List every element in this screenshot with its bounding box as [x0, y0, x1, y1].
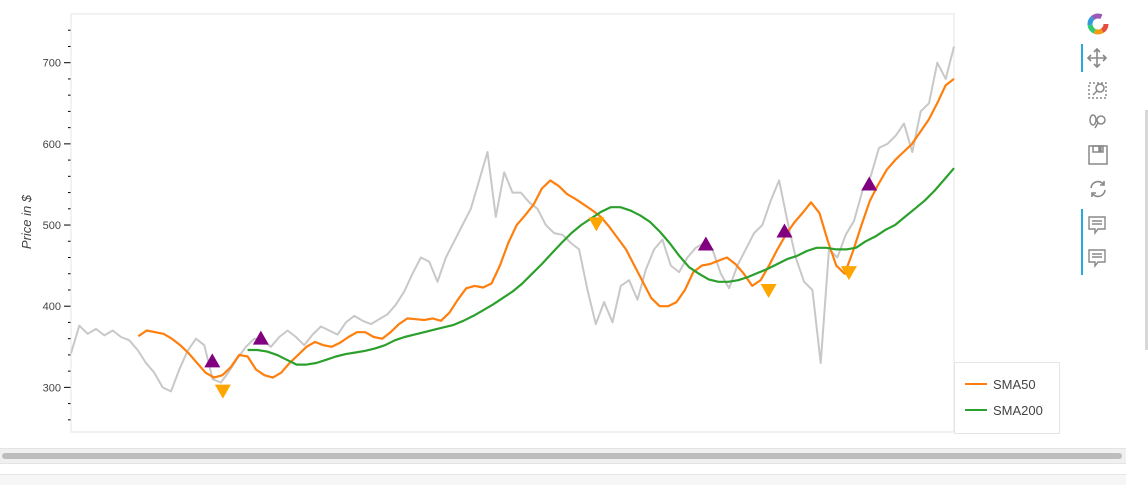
buy-signal-marker[interactable]: [776, 223, 793, 238]
series-line-sma50: [137, 78, 955, 379]
legend-swatch-sma200: [965, 409, 987, 411]
sell-signal-marker[interactable]: [214, 384, 231, 399]
y-tick-label: 700: [43, 58, 61, 70]
hover-icon[interactable]: [1081, 209, 1111, 241]
legend-item-sma50[interactable]: SMA50: [965, 374, 1036, 394]
save-icon[interactable]: [1084, 141, 1112, 169]
bokeh-logo-icon[interactable]: [1084, 10, 1112, 38]
hover-icon-2[interactable]: [1081, 241, 1111, 275]
y-axis-label: Price in $: [19, 194, 34, 249]
wheel-zoom-icon[interactable]: [1084, 108, 1112, 136]
y-tick-label: 500: [43, 220, 61, 232]
pan-icon[interactable]: [1081, 44, 1111, 72]
sell-signal-marker[interactable]: [760, 283, 777, 298]
box-zoom-icon[interactable]: [1084, 76, 1112, 104]
buy-signal-marker[interactable]: [861, 176, 878, 191]
y-tick-label: 600: [43, 139, 61, 151]
y-tick-label: 400: [43, 301, 61, 313]
reset-icon[interactable]: [1084, 175, 1112, 203]
vertical-scrollbar[interactable]: [1145, 110, 1148, 350]
legend-label-sma50: SMA50: [993, 376, 1036, 392]
buy-signal-marker[interactable]: [697, 236, 714, 251]
buy-signal-marker[interactable]: [252, 330, 269, 345]
plot-area[interactable]: [70, 13, 955, 433]
y-tick-label: 300: [43, 382, 61, 394]
bottom-panel: [0, 474, 1126, 485]
buy-signal-marker[interactable]: [204, 353, 221, 368]
legend-swatch-sma50: [965, 383, 987, 385]
legend-label-sma200: SMA200: [993, 402, 1043, 418]
legend-item-sma200[interactable]: SMA200: [965, 400, 1043, 420]
series-line-sma200: [247, 167, 955, 366]
price-line: [70, 46, 955, 393]
y-axis: 300 400 500 600 700: [43, 14, 72, 432]
horizontal-scrollbar[interactable]: [0, 448, 1126, 464]
legend: SMA50 SMA200: [954, 362, 1060, 434]
plot-frame: [70, 13, 955, 433]
scrollbar-thumb[interactable]: [2, 453, 1122, 459]
sell-signal-marker[interactable]: [840, 266, 857, 281]
sell-signal-marker[interactable]: [588, 217, 605, 232]
